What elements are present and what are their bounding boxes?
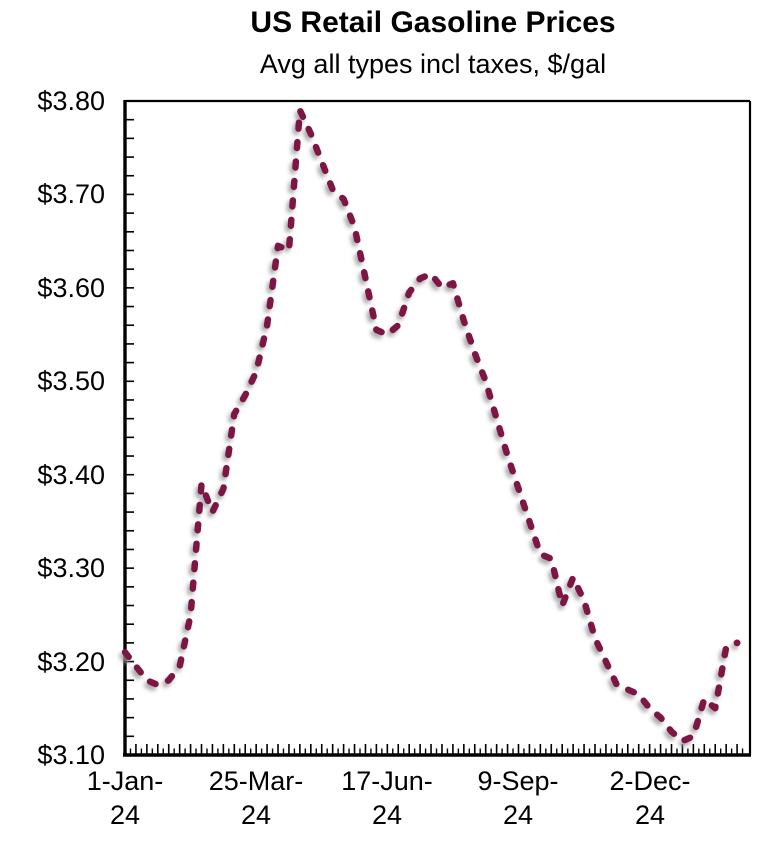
y-axis-label: $3.30	[37, 553, 105, 583]
gasoline-price-line	[121, 107, 741, 745]
x-axis-label: 1-Jan- 24	[86, 766, 164, 830]
chart-title: US Retail Gasoline Prices	[250, 6, 616, 39]
y-axis-label: $3.20	[37, 647, 105, 677]
y-axis-label: $3.70	[37, 179, 105, 209]
y-axis-label: $3.10	[37, 740, 105, 770]
x-axis-ticks	[124, 744, 744, 754]
plot-frame	[123, 99, 752, 757]
y-axis-ticks	[126, 118, 134, 738]
y-axis-label: $3.40	[37, 460, 105, 490]
chart-subtitle: Avg all types incl taxes, $/gal	[259, 49, 607, 79]
x-axis-label: 17-Jun- 24	[341, 766, 433, 830]
x-axis-label: 2-Dec- 24	[609, 766, 691, 830]
x-axis-label: 9-Sep- 24	[477, 766, 559, 830]
x-axis-label: 25-Mar- 24	[208, 766, 304, 830]
y-axis-label: $3.50	[37, 366, 105, 396]
y-axis-label: $3.80	[37, 86, 105, 116]
y-axis-label: $3.60	[37, 273, 105, 303]
